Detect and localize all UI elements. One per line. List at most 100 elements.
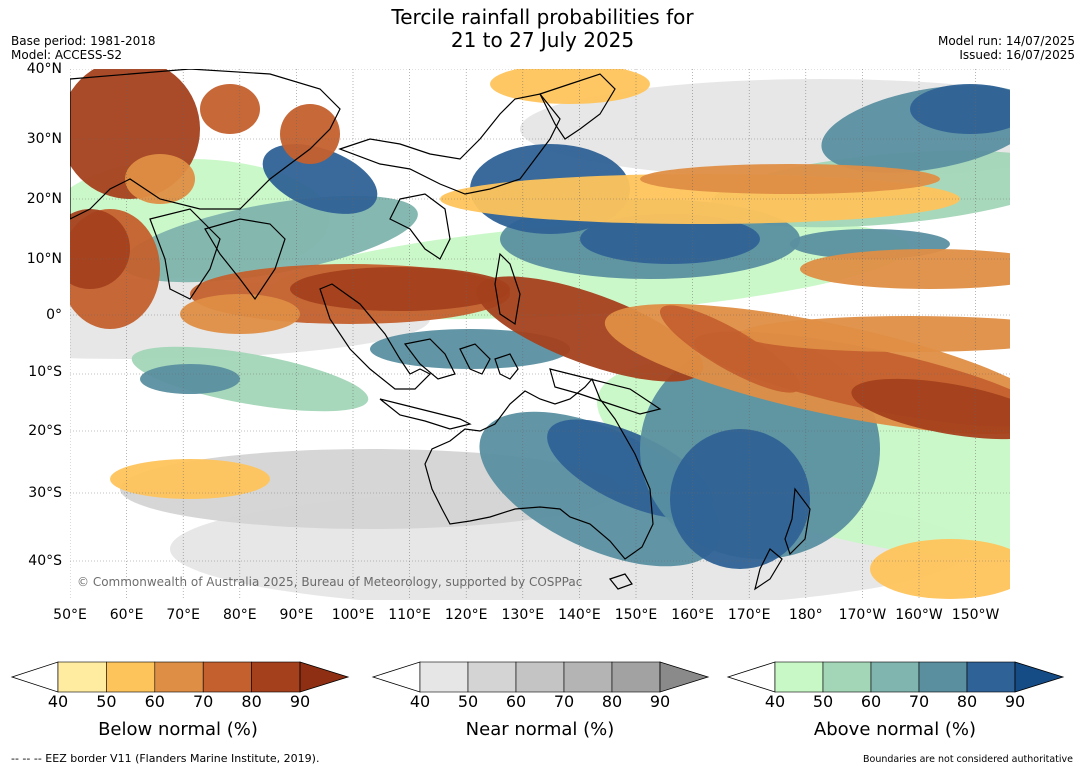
colorbar-below — [10, 661, 350, 693]
model-run: Model run: 14/07/2025 — [937, 34, 1075, 48]
colorbar-min-arrow — [371, 661, 421, 693]
longitude-label: 130°E — [501, 607, 545, 623]
coastline — [494, 353, 519, 380]
coastline — [459, 343, 491, 375]
coastline — [149, 208, 221, 300]
probability-region — [140, 364, 240, 394]
probability-region — [122, 195, 418, 283]
probability-region — [800, 249, 1010, 289]
colorbar-tick-label: 70 — [908, 692, 930, 711]
colorbar-segment — [202, 661, 252, 693]
colorbars — [10, 661, 1065, 693]
latitude-label: 40°N — [26, 61, 62, 77]
probability-region — [910, 84, 1010, 134]
longitude-label: 160°E — [671, 607, 714, 623]
probability-region — [70, 209, 130, 289]
probability-fields — [70, 69, 1010, 600]
coastline — [424, 377, 654, 560]
longitude-label: 160°W — [895, 607, 943, 623]
coastline — [539, 73, 616, 140]
coastline — [608, 573, 633, 590]
longitude-label: 140°E — [558, 607, 601, 623]
colorbar-tick-label: 50 — [457, 692, 479, 711]
colorbar-tick-label: 50 — [812, 692, 834, 711]
title-line-1: Tercile rainfall probabilities for — [391, 5, 694, 29]
coastline — [379, 398, 472, 430]
eez-legend: -- -- -- EEZ border V11 (Flanders Marine… — [11, 752, 320, 765]
longitude-label: 120°E — [444, 607, 488, 623]
colorbar-above — [726, 661, 1065, 693]
probability-region — [851, 378, 1010, 440]
colorbar-max-arrow — [299, 661, 350, 693]
coastline — [403, 338, 456, 380]
colorbar-segment — [563, 661, 613, 693]
longitude-label: 50°E — [53, 607, 87, 623]
probability-region — [290, 267, 510, 311]
latitude-label: 40°S — [28, 553, 62, 569]
colorbar-segment — [154, 661, 204, 693]
longitude-label: 170°E — [727, 607, 771, 623]
coastline — [204, 218, 286, 301]
probability-region — [580, 214, 760, 264]
colorbar-tick-label: 90 — [289, 692, 311, 711]
graticule — [70, 69, 1010, 600]
coastlines — [70, 69, 811, 591]
latitude-label: 10°S — [28, 364, 62, 380]
colorbar-segment — [515, 661, 565, 693]
colorbar-segment — [106, 661, 156, 693]
copyright-text: © Commonwealth of Australia 2025, Bureau… — [77, 575, 582, 589]
colorbar-segment — [57, 661, 107, 693]
colorbar-tick-label: 60 — [860, 692, 882, 711]
colorbar-segment — [870, 661, 920, 693]
probability-region — [660, 305, 800, 393]
probability-region — [180, 294, 300, 334]
probability-region — [490, 69, 650, 104]
colorbar-segment — [822, 661, 872, 693]
probability-region — [670, 429, 810, 569]
colorbar-min-arrow — [10, 661, 59, 693]
issued-date: Issued: 16/07/2025 — [959, 48, 1075, 62]
probability-region — [131, 346, 369, 412]
longitude-label: 60°E — [109, 607, 144, 623]
coastline — [319, 283, 432, 390]
probability-region — [200, 84, 260, 134]
colorbar-tick-label: 50 — [96, 692, 117, 711]
colorbar-segment — [419, 661, 469, 693]
colorbar-tick-label: 70 — [193, 692, 214, 711]
coastline — [494, 252, 521, 326]
colorbar-segment — [251, 661, 301, 693]
coastline — [549, 368, 662, 415]
colorbar-segment — [467, 661, 517, 693]
colorbar-min-arrow — [726, 661, 776, 693]
longitude-label: 180° — [788, 607, 823, 623]
colorbar-tick-label: 40 — [764, 692, 786, 711]
longitude-label: 150°W — [951, 607, 1000, 623]
probability-region — [125, 154, 195, 204]
colorbar-below-label: Below normal (%) — [98, 719, 258, 740]
colorbar-tick-label: 90 — [649, 692, 671, 711]
latitude-label: 20°S — [28, 423, 62, 439]
colorbar-above-label: Above normal (%) — [813, 719, 977, 740]
boundary-disclaimer: Boundaries are not considered authoritat… — [863, 754, 1073, 765]
longitude-label: 80°E — [222, 607, 257, 623]
coastline — [338, 93, 561, 195]
probability-region — [262, 144, 378, 214]
probability-region — [640, 164, 940, 194]
colorbar-tick-label: 80 — [601, 692, 623, 711]
longitude-label: 90°E — [279, 607, 314, 623]
colorbar-tick-label: 60 — [144, 692, 165, 711]
colorbar-segment — [611, 661, 661, 693]
probability-region — [280, 104, 340, 164]
base-period: Base period: 1981-2018 — [11, 34, 156, 48]
longitude-label: 110°E — [388, 607, 431, 623]
probability-region — [740, 316, 1010, 352]
colorbar-segment — [774, 661, 824, 693]
longitude-label: 100°E — [331, 607, 375, 623]
colorbar-max-arrow — [659, 661, 710, 693]
latitude-label: 30°N — [26, 131, 62, 147]
colorbar-near-label: Near normal (%) — [465, 719, 615, 740]
probability-region — [110, 459, 270, 499]
probability-region — [370, 329, 570, 369]
longitude-label: 170°W — [838, 607, 887, 623]
probability-map: © Commonwealth of Australia 2025, Bureau… — [70, 69, 1010, 600]
